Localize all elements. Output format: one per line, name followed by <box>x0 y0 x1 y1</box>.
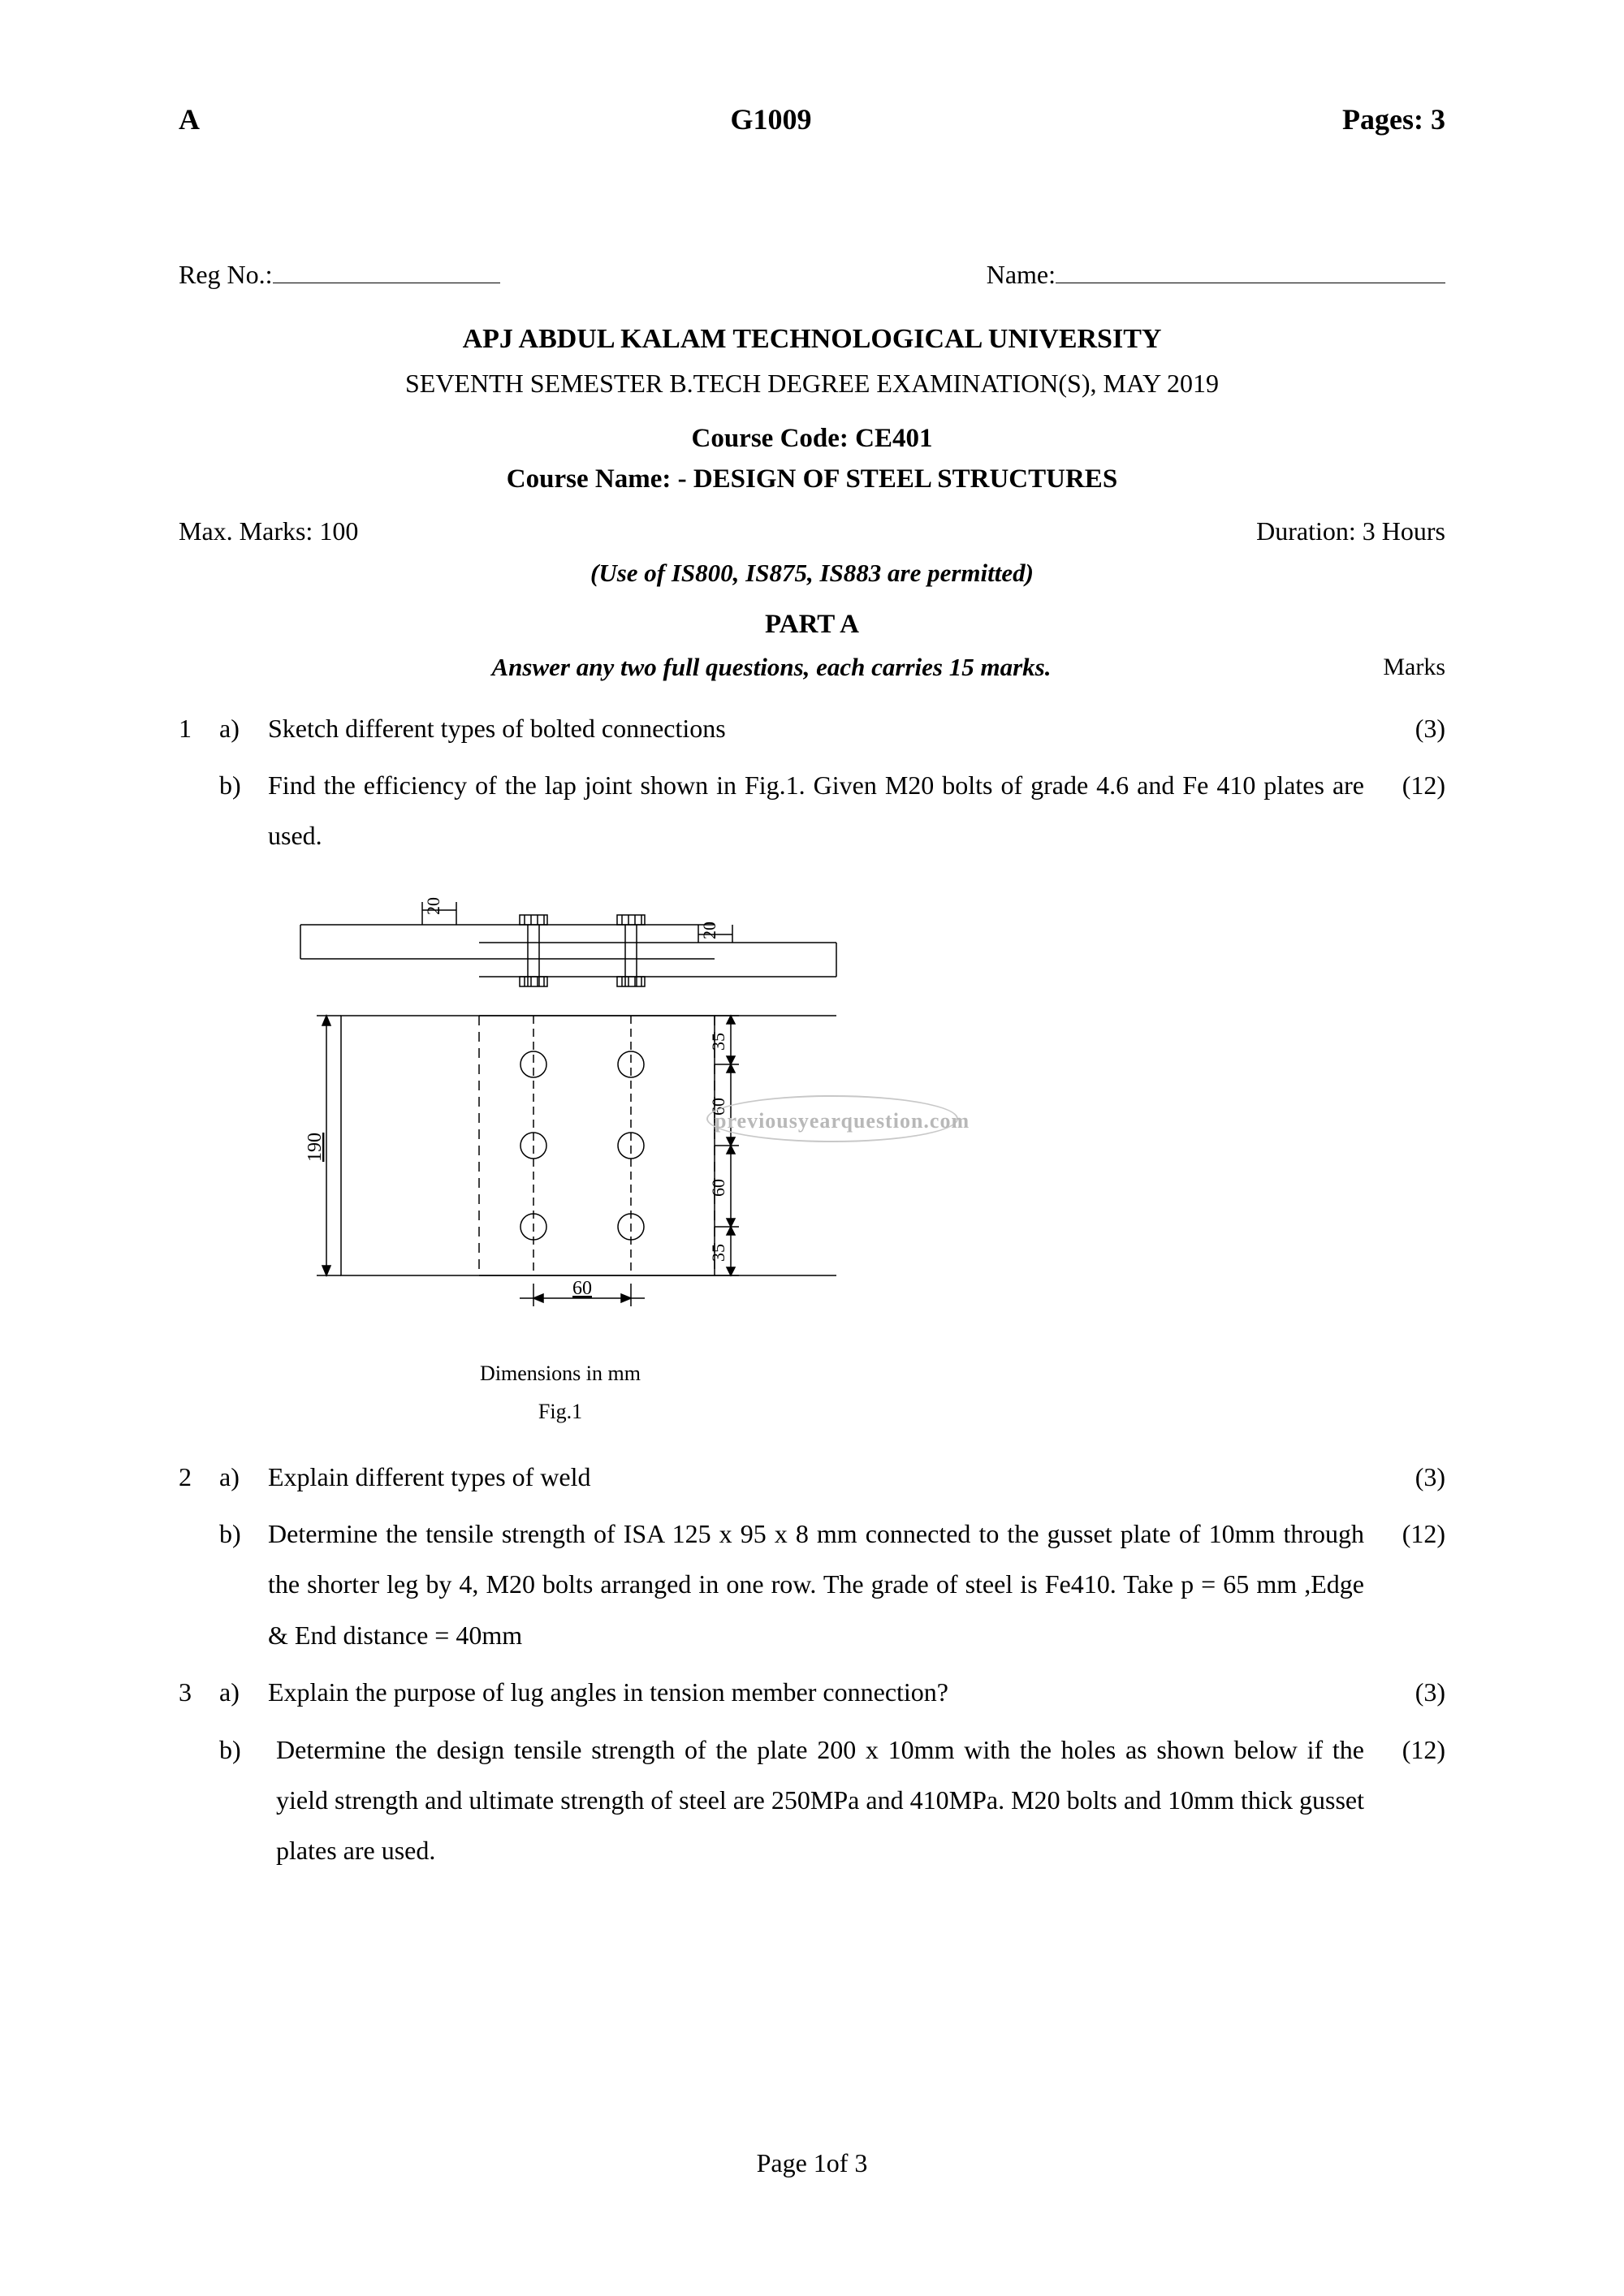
question-row: b) Determine the design tensile strength… <box>179 1724 1445 1876</box>
name-line <box>1056 257 1445 283</box>
question-row: b) Determine the tensile strength of ISA… <box>179 1508 1445 1660</box>
question-text: Determine the design tensile strength of… <box>268 1724 1380 1876</box>
question-text: Explain the purpose of lug angles in ten… <box>268 1667 1380 1717</box>
watermark-text: previousyearquestion.com <box>715 1105 970 1137</box>
question-number: 1 <box>179 703 219 753</box>
permitted-codes: (Use of IS800, IS875, IS883 are permitte… <box>179 555 1445 593</box>
question-sub: a) <box>219 1667 268 1717</box>
university-name: APJ ABDUL KALAM TECHNOLOGICAL UNIVERSITY <box>179 318 1445 360</box>
reg-line <box>273 257 500 283</box>
question-marks: (3) <box>1380 1667 1445 1717</box>
duration: Duration: 3 Hours <box>1256 511 1445 550</box>
question-number <box>179 1724 219 1876</box>
header-left: A <box>179 97 200 141</box>
svg-text:60: 60 <box>572 1278 592 1299</box>
question-marks: (12) <box>1380 1724 1445 1876</box>
name-label: Name: <box>987 255 1056 294</box>
question-marks: (3) <box>1380 1452 1445 1502</box>
marks-duration-row: Max. Marks: 100 Duration: 3 Hours <box>179 511 1445 550</box>
question-marks: (12) <box>1380 760 1445 861</box>
student-fields: Reg No.: Name: <box>179 255 1445 294</box>
name-field: Name: <box>987 255 1445 294</box>
question-marks: (3) <box>1380 703 1445 753</box>
question-sub: b) <box>219 1508 268 1660</box>
question-number: 3 <box>179 1667 219 1717</box>
question-sub: a) <box>219 1452 268 1502</box>
figure-1: 20 20 <box>268 886 853 1427</box>
reg-label: Reg No.: <box>179 255 273 294</box>
question-text: Find the efficiency of the lap joint sho… <box>268 760 1380 861</box>
semester-line: SEVENTH SEMESTER B.TECH DEGREE EXAMINATI… <box>179 364 1445 403</box>
header-center: G1009 <box>731 97 812 141</box>
question-row: 2 a) Explain different types of weld (3) <box>179 1452 1445 1502</box>
reg-field: Reg No.: <box>179 255 500 294</box>
question-marks: (12) <box>1380 1508 1445 1660</box>
page-footer: Page 1of 3 <box>0 2143 1624 2182</box>
part-a-instruction-row: Answer any two full questions, each carr… <box>179 649 1445 687</box>
question-row: 3 a) Explain the purpose of lug angles i… <box>179 1667 1445 1717</box>
max-marks: Max. Marks: 100 <box>179 511 358 550</box>
marks-column-header: Marks <box>1364 649 1445 687</box>
page-header: A G1009 Pages: 3 <box>179 97 1445 141</box>
course-code: Course Code: CE401 <box>179 419 1445 460</box>
question-sub: a) <box>219 703 268 753</box>
svg-text:20: 20 <box>699 921 719 939</box>
svg-text:190: 190 <box>304 1133 326 1162</box>
header-right: Pages: 3 <box>1342 97 1445 141</box>
question-row: 1 a) Sketch different types of bolted co… <box>179 703 1445 753</box>
question-text: Explain different types of weld <box>268 1452 1380 1502</box>
course-name: Course Name: - DESIGN OF STEEL STRUCTURE… <box>179 460 1445 500</box>
question-number: 2 <box>179 1452 219 1502</box>
part-a-title: PART A <box>179 605 1445 645</box>
svg-text:20: 20 <box>423 897 443 915</box>
question-text: Determine the tensile strength of ISA 12… <box>268 1508 1380 1660</box>
svg-text:35: 35 <box>708 1244 728 1262</box>
question-sub: b) <box>219 1724 268 1876</box>
question-sub: b) <box>219 760 268 861</box>
figure-dimensions-label: Dimensions in mm <box>268 1357 853 1389</box>
svg-text:60: 60 <box>708 1179 728 1197</box>
part-a-instruction: Answer any two full questions, each carr… <box>179 649 1364 687</box>
question-number <box>179 760 219 861</box>
question-number <box>179 1508 219 1660</box>
svg-text:35: 35 <box>708 1033 728 1051</box>
question-row: b) Find the efficiency of the lap joint … <box>179 760 1445 861</box>
figure-caption: Fig.1 <box>268 1396 853 1427</box>
question-text: Sketch different types of bolted connect… <box>268 703 1380 753</box>
